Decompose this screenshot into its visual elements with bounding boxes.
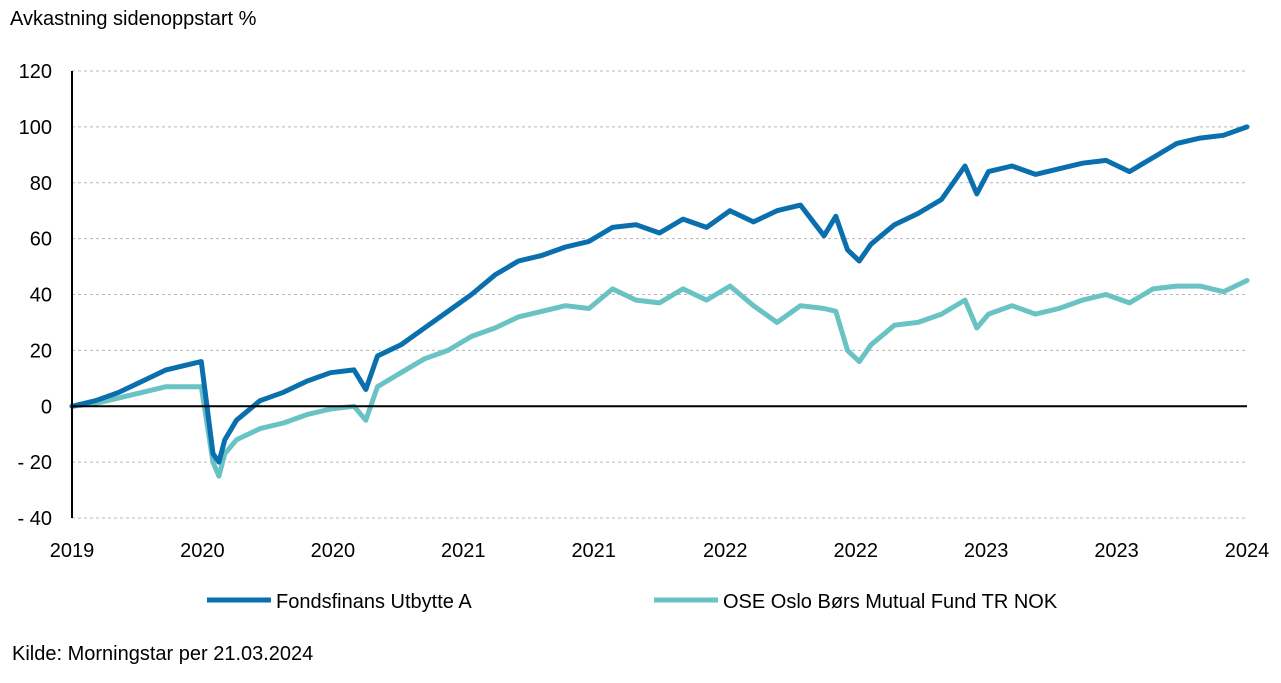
x-tick-label: 2019 <box>50 540 95 562</box>
x-tick-label: 2022 <box>703 540 748 562</box>
x-tick-label: 2023 <box>964 540 1009 562</box>
y-tick-label: 100 <box>19 117 52 139</box>
y-tick-label: 60 <box>30 229 52 251</box>
x-tick-label: 2021 <box>571 540 616 562</box>
series-lines <box>69 124 1250 479</box>
y-axis-ticks: - 40 - 20 0 20 40 60 80 100 120 <box>18 61 52 530</box>
x-tick-label: 2022 <box>833 540 878 562</box>
y-tick-label: - 20 <box>18 452 52 474</box>
y-tick-label: 0 <box>41 396 52 418</box>
legend: Fondsfinans Utbytte A OSE Oslo Børs Mutua… <box>207 591 1058 613</box>
y-tick-label: 20 <box>30 340 52 362</box>
series-line-ose <box>69 278 1250 479</box>
legend-label: OSE Oslo Børs Mutual Fund TR NOK <box>723 591 1058 613</box>
series-line-fondsfinans <box>69 124 1250 465</box>
source-note: Kilde: Morningstar per 21.03.2024 <box>12 643 314 665</box>
x-axis-ticks: 2019 2020 2020 2021 2021 2022 2022 2023 2023 2024 <box>50 540 1270 562</box>
x-tick-label: 2023 <box>1094 540 1139 562</box>
y-tick-label: 80 <box>30 173 52 195</box>
x-tick-label: 2024 <box>1225 540 1270 562</box>
y-tick-label: 120 <box>19 61 52 83</box>
x-tick-label: 2020 <box>180 540 225 562</box>
legend-label: Fondsfinans Utbytte A <box>276 591 472 613</box>
y-tick-label: 40 <box>30 285 52 307</box>
x-tick-label: 2020 <box>311 540 356 562</box>
y-tick-label: - 40 <box>18 508 52 530</box>
chart-title: Avkastning sidenoppstart % <box>10 8 257 30</box>
grid-lines <box>72 70 1247 519</box>
x-tick-label: 2021 <box>441 540 486 562</box>
